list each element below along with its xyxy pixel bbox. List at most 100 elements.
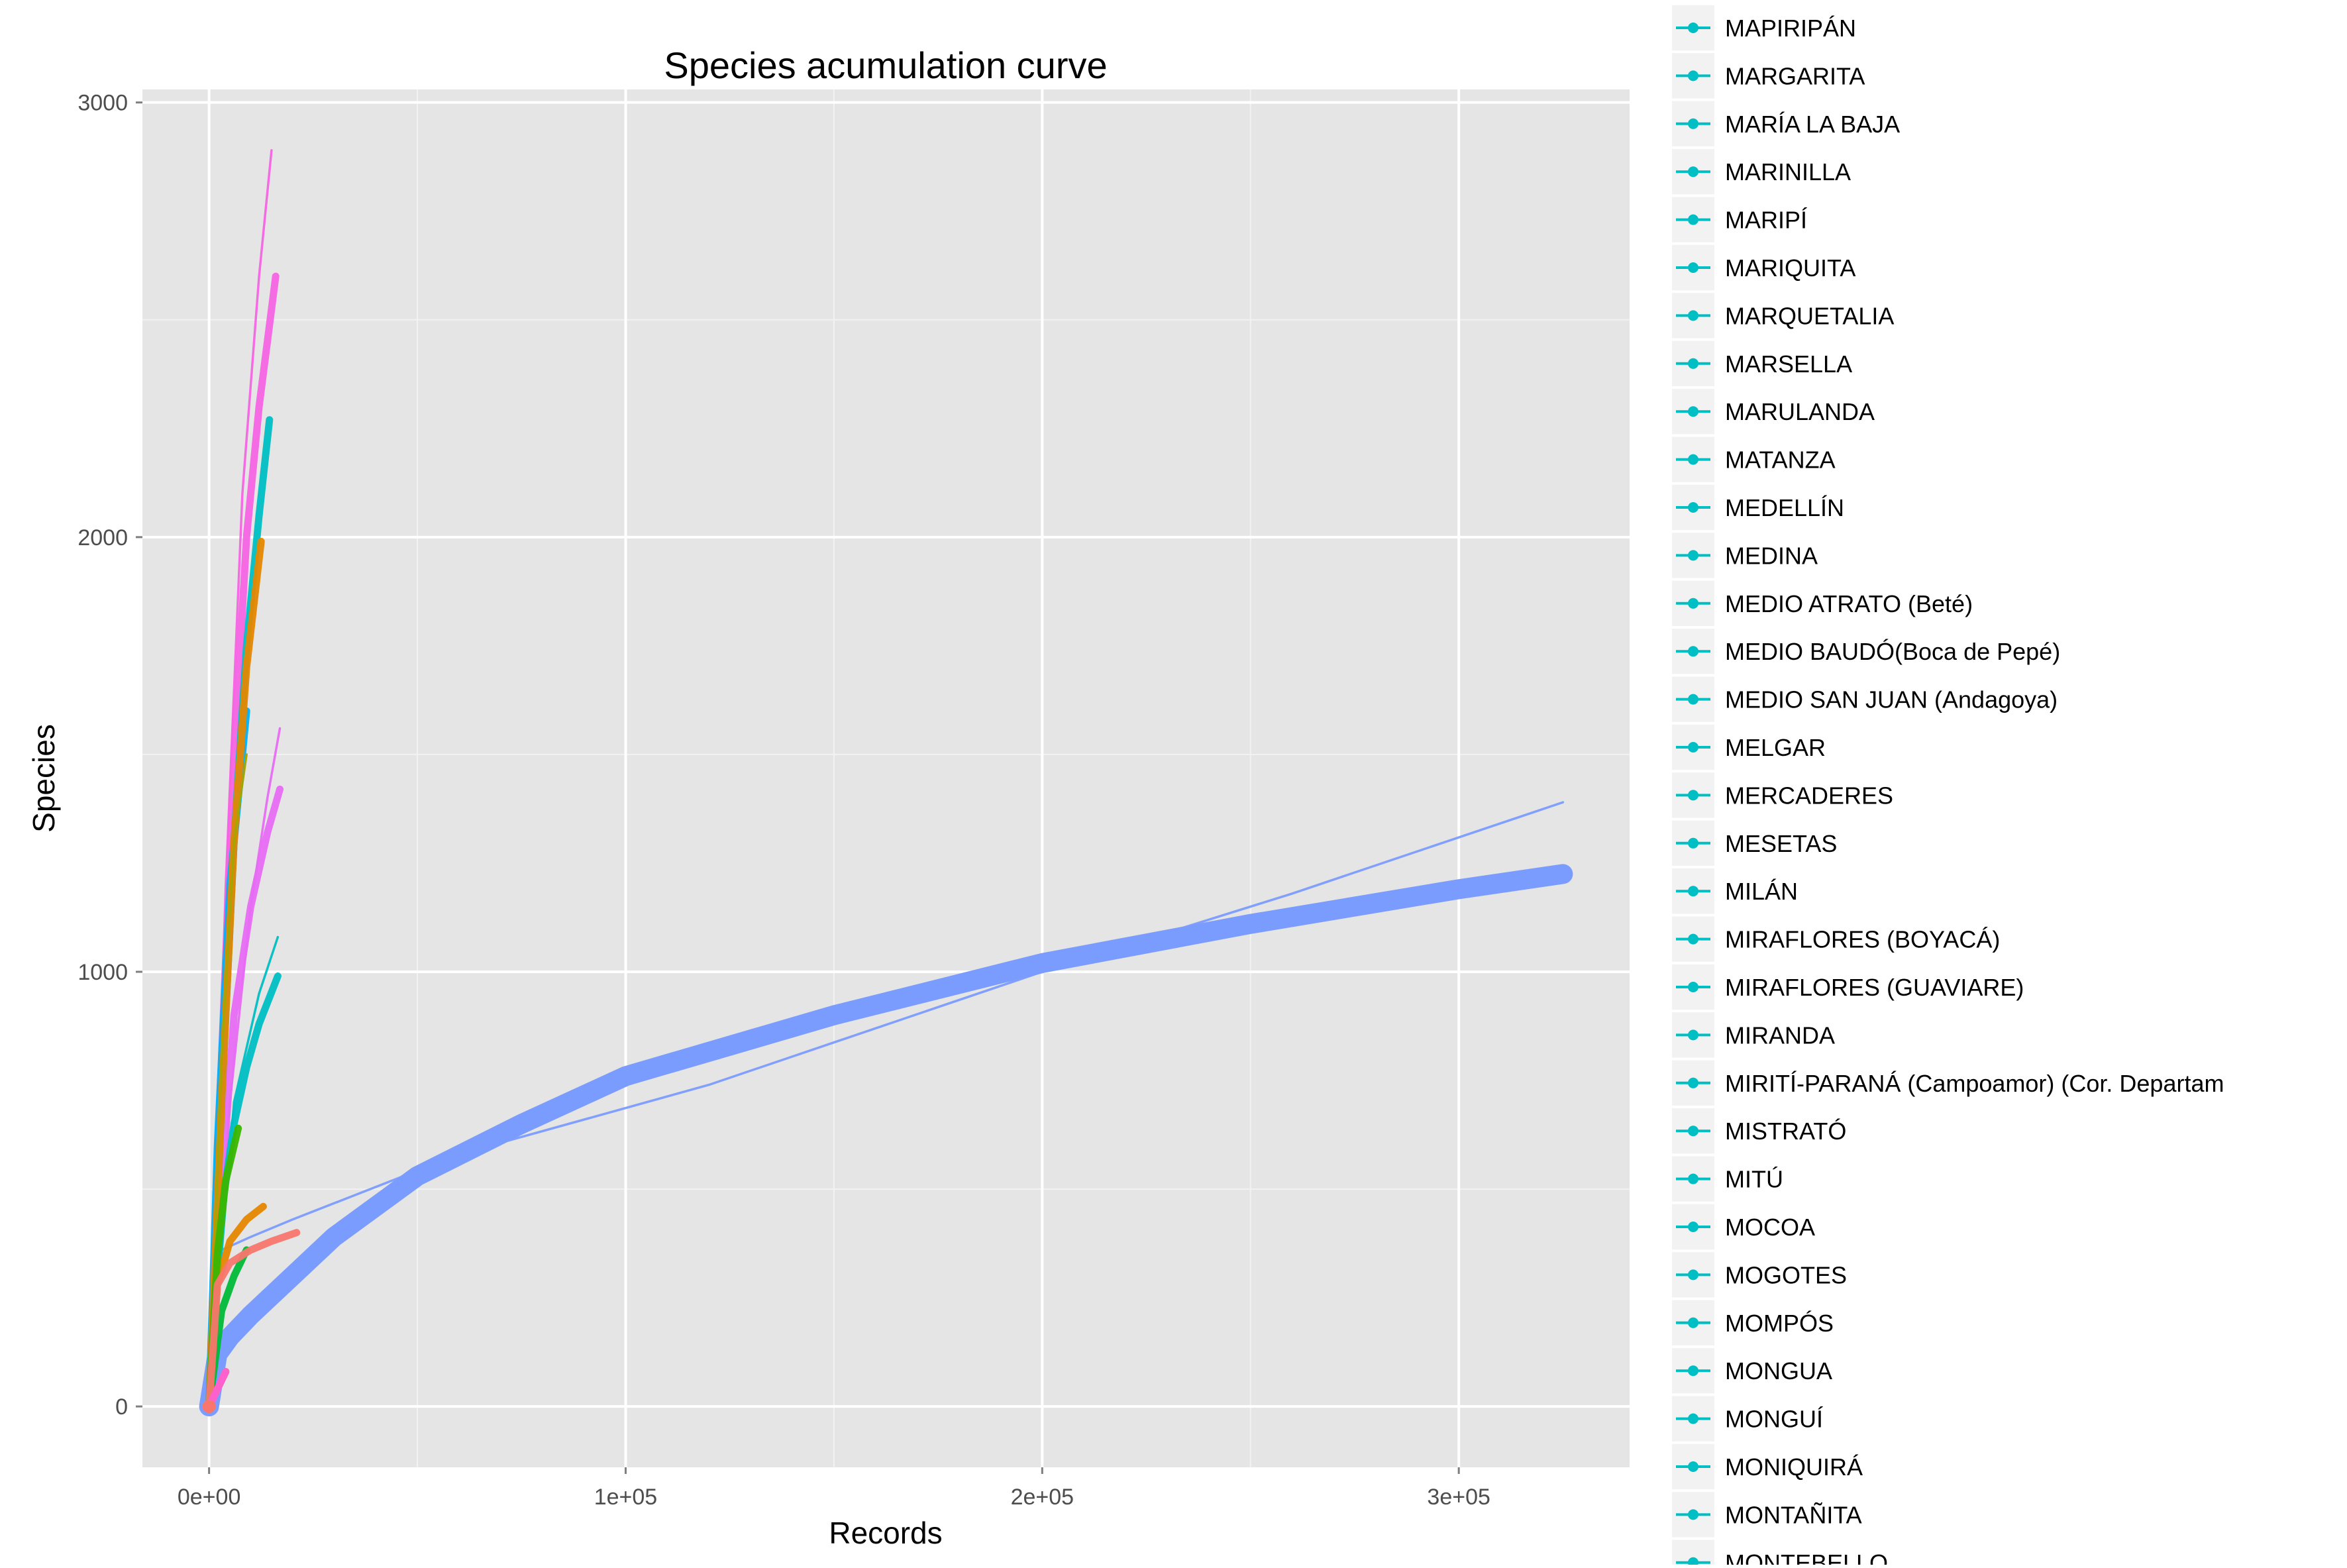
legend-key-point [1688,1173,1698,1184]
plot-title: Species acumulation curve [664,44,1107,86]
legend-label: MARIPÍ [1725,207,1807,234]
legend-key-point [1688,1413,1698,1424]
series-line-18 [205,1368,230,1410]
legend-item: MIRAFLORES (GUAVIARE) [1672,964,2024,1010]
legend-item: MARSELLA [1672,340,1852,386]
x-tick-label: 0e+00 [178,1485,241,1510]
legend-label: MOMPÓS [1725,1310,1834,1337]
legend-item: MOCOA [1672,1204,1815,1250]
legend-item: MONGUÍ [1672,1396,1823,1441]
legend-label: MONTAÑITA [1725,1501,1862,1528]
grid-major-lines [142,89,1630,1467]
legend-label: MIRANDA [1725,1021,1835,1049]
legend-item: MONTEBELLO [1672,1540,1888,1568]
legend-label: MONGUA [1725,1357,1832,1385]
legend-key-point [1688,262,1698,273]
legend-item: MARGARITA [1672,53,1865,99]
legend-item: MIRAFLORES (BOYACÁ) [1672,916,2000,962]
legend-key-point [1688,742,1698,753]
legend-key-point [1688,933,1698,945]
legend-item: MELGAR [1672,724,1826,770]
legend-label: MONIQUIRÁ [1725,1453,1863,1481]
legend-label: MIRAFLORES (GUAVIARE) [1725,974,2024,1001]
legend-label: MONTEBELLO [1725,1549,1888,1565]
legend-label: MERCADERES [1725,782,1893,809]
legend-key-point [1688,1461,1698,1472]
legend-key-point [1688,1317,1698,1328]
legend-item: MARÍA LA BAJA [1672,101,1900,146]
legend-key-point [1688,694,1698,705]
legend-key-point [1688,310,1698,321]
legend-item: MEDIO BAUDÓ(Boca de Pepé) [1672,629,2060,674]
legend-label: MONGUÍ [1725,1406,1823,1433]
legend-item: MAPIRIPÁN [1672,5,1856,51]
legend-label: MARÍA LA BAJA [1725,111,1900,138]
legend-label: MEDIO BAUDÓ(Boca de Pepé) [1725,638,2060,665]
legend-item: MONGUA [1672,1348,1832,1394]
legend-item: MONIQUIRÁ [1672,1443,1863,1490]
legend-item: MEDELLÍN [1672,484,1844,531]
y-axis: 0 1000 2000 3000 [78,91,142,1420]
legend-label: MOCOA [1725,1214,1815,1241]
legend-key-point [1688,837,1698,849]
legend-item: MERCADERES [1672,772,1893,818]
legend-key-point [1688,70,1698,81]
x-tick-label: 3e+05 [1427,1485,1490,1510]
series-layer [199,149,1573,1417]
legend-key-point [1688,118,1698,129]
legend-key-point [1688,23,1698,33]
legend-item: MARIPÍ [1672,197,1807,242]
legend: MAPIRIPÁN MARGARITA MARÍA LA BAJA MARINILLA… [1672,5,2224,1568]
origin-point [202,1400,216,1414]
x-axis: 0e+00 1e+05 2e+05 3e+05 [178,1467,1490,1510]
legend-item: MARULANDA [1672,389,1875,435]
legend-item: MISTRATÓ [1672,1108,1846,1154]
legend-key-point [1688,1029,1698,1041]
series-line-16 [205,1229,301,1410]
legend-item: MESETAS [1672,820,1837,866]
legend-label: MARULANDA [1725,398,1875,425]
legend-item: MARQUETALIA [1672,293,1894,339]
y-tick-label: 3000 [78,91,128,116]
legend-key-point [1688,886,1698,897]
legend-item: MONTAÑITA [1672,1492,1862,1538]
x-tick-label: 1e+05 [594,1485,658,1510]
legend-item: MARIQUITA [1672,244,1855,291]
legend-label: MESETAS [1725,830,1837,857]
legend-item: MARINILLA [1672,149,1851,195]
legend-label: MARSELLA [1725,350,1852,378]
legend-key-point [1688,214,1698,225]
y-axis-title: Species [26,724,61,833]
legend-item: MITÚ [1672,1156,1783,1202]
legend-key-point [1688,502,1698,513]
legend-label: MOGOTES [1725,1261,1847,1288]
legend-label: MEDELLÍN [1725,494,1844,521]
legend-label: MIRITÍ-PARANÁ (Campoamor) (Cor. Departam [1725,1070,2224,1097]
legend-key-point [1688,1077,1698,1088]
legend-item: MEDINA [1672,533,1818,578]
series-line-13 [207,753,248,1408]
legend-key-point [1688,1222,1698,1232]
legend-item: MEDIO SAN JUAN (Andagoya) [1672,676,2058,722]
legend-key-point [1688,454,1698,465]
series-line-9 [207,935,280,1408]
x-axis-title: Records [829,1516,942,1550]
legend-item: MIRANDA [1672,1012,1835,1058]
legend-label: MEDINA [1725,542,1818,569]
legend-label: MARIQUITA [1725,254,1855,282]
legend-key-point [1688,358,1698,369]
legend-label: MIRAFLORES (BOYACÁ) [1725,926,2000,953]
legend-label: MARGARITA [1725,62,1865,89]
legend-label: MEDIO ATRATO (Beté) [1725,590,1973,617]
legend-key-point [1688,1365,1698,1377]
legend-label: MARINILLA [1725,158,1851,185]
legend-key-point [1688,790,1698,801]
y-tick-label: 0 [115,1394,128,1420]
legend-key-point [1688,550,1698,561]
legend-label: MAPIRIPÁN [1725,15,1856,42]
legend-key-point [1688,1509,1698,1520]
legend-item: MILÁN [1672,868,1798,914]
legend-key-point [1688,166,1698,178]
